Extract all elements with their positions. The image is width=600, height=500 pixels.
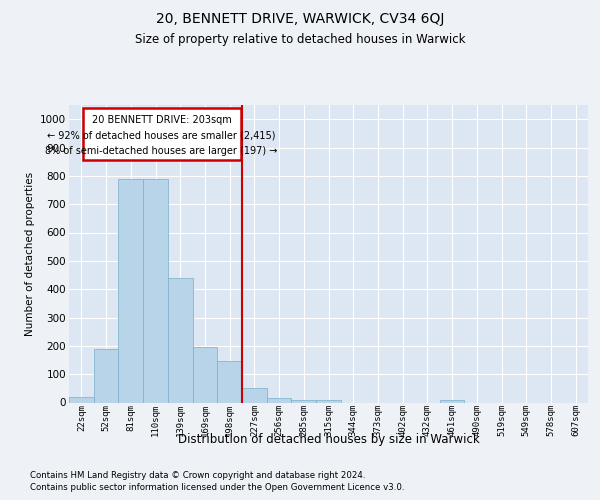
Bar — [168, 278, 193, 402]
Text: Distribution of detached houses by size in Warwick: Distribution of detached houses by size … — [178, 432, 479, 446]
Bar — [242, 388, 267, 402]
Bar — [440, 400, 464, 402]
Bar — [118, 178, 143, 402]
Text: 20 BENNETT DRIVE: 203sqm: 20 BENNETT DRIVE: 203sqm — [92, 115, 232, 125]
Bar — [267, 398, 292, 402]
Bar — [94, 348, 118, 403]
Bar — [193, 347, 217, 403]
Text: Contains public sector information licensed under the Open Government Licence v3: Contains public sector information licen… — [30, 484, 404, 492]
Y-axis label: Number of detached properties: Number of detached properties — [25, 172, 35, 336]
Bar — [83, 108, 241, 160]
Text: ← 92% of detached houses are smaller (2,415): ← 92% of detached houses are smaller (2,… — [47, 130, 276, 140]
Text: Size of property relative to detached houses in Warwick: Size of property relative to detached ho… — [135, 32, 465, 46]
Bar — [292, 400, 316, 402]
Bar — [69, 398, 94, 402]
Text: 20, BENNETT DRIVE, WARWICK, CV34 6QJ: 20, BENNETT DRIVE, WARWICK, CV34 6QJ — [156, 12, 444, 26]
Text: Contains HM Land Registry data © Crown copyright and database right 2024.: Contains HM Land Registry data © Crown c… — [30, 471, 365, 480]
Text: 8% of semi-detached houses are larger (197) →: 8% of semi-detached houses are larger (1… — [46, 146, 278, 156]
Bar — [217, 362, 242, 403]
Bar — [143, 178, 168, 402]
Bar — [316, 400, 341, 402]
